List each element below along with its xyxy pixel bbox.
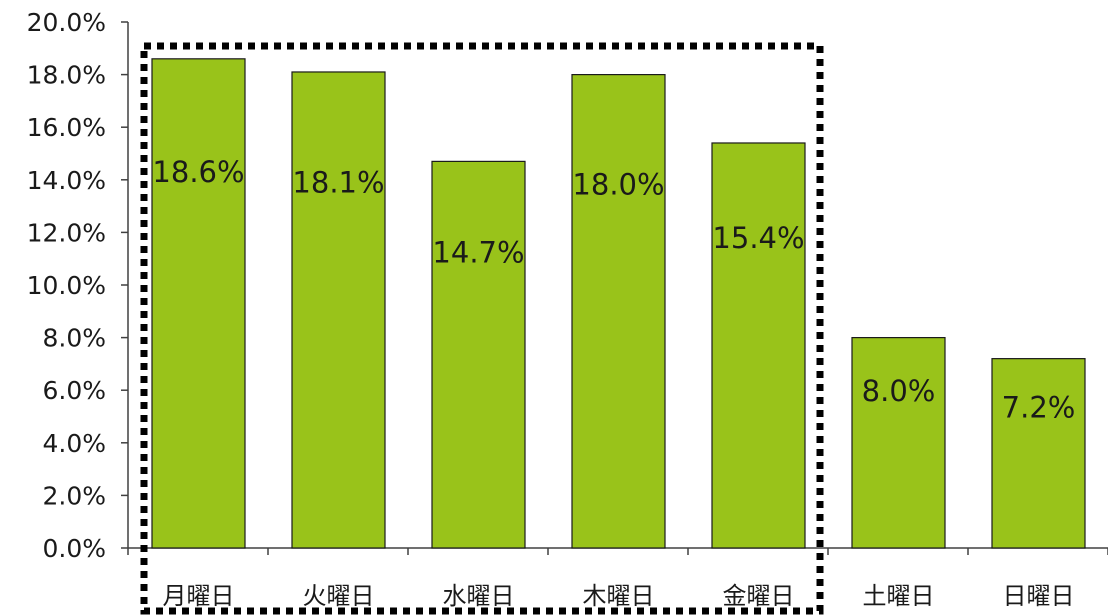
y-tick-label: 12.0%	[27, 218, 106, 247]
data-label: 14.7%	[432, 236, 524, 270]
bars	[151, 58, 1086, 549]
y-tick-label: 14.0%	[27, 166, 106, 195]
category-label: 金曜日	[723, 582, 795, 610]
data-label: 18.6%	[152, 155, 244, 189]
bar	[571, 73, 666, 549]
bar	[711, 142, 806, 549]
data-label: 18.1%	[292, 165, 384, 199]
y-tick-label: 16.0%	[27, 113, 106, 142]
bar	[431, 160, 526, 549]
y-tick-label: 10.0%	[27, 271, 106, 300]
y-tick-label: 4.0%	[42, 429, 106, 458]
y-tick-label: 0.0%	[42, 534, 106, 563]
highlight-box	[140, 42, 824, 615]
data-label: 15.4%	[712, 221, 804, 255]
bar	[291, 71, 386, 549]
data-label: 18.0%	[572, 167, 664, 201]
category-label: 水曜日	[443, 582, 515, 610]
category-label: 木曜日	[583, 582, 655, 610]
y-tick-label: 6.0%	[42, 376, 106, 405]
bar	[151, 58, 246, 549]
data-label: 7.2%	[1002, 390, 1076, 424]
category-label: 日曜日	[1003, 582, 1075, 610]
x-axis	[127, 547, 1108, 555]
category-labels: 月曜日 火曜日 水曜日 木曜日 金曜日 土曜日 日曜日	[163, 582, 1075, 610]
category-label: 火曜日	[303, 582, 375, 610]
bar	[851, 337, 946, 549]
category-label: 月曜日	[163, 582, 235, 610]
y-tick-label: 2.0%	[42, 481, 106, 510]
bar	[991, 358, 1086, 549]
y-tick-label: 20.0%	[27, 8, 106, 37]
y-tick-label: 18.0%	[27, 61, 106, 90]
y-axis: 0.0% 2.0% 4.0% 6.0% 8.0% 10.0% 12.0% 14.0% 16.0%…	[27, 8, 129, 563]
data-label: 8.0%	[862, 374, 936, 408]
category-label: 土曜日	[863, 582, 935, 610]
highlight-rectangle	[140, 42, 824, 615]
y-tick-label: 8.0%	[42, 324, 106, 353]
data-labels: 18.6% 18.1% 14.7% 18.0% 15.4% 8.0% 7.2%	[152, 155, 1075, 424]
